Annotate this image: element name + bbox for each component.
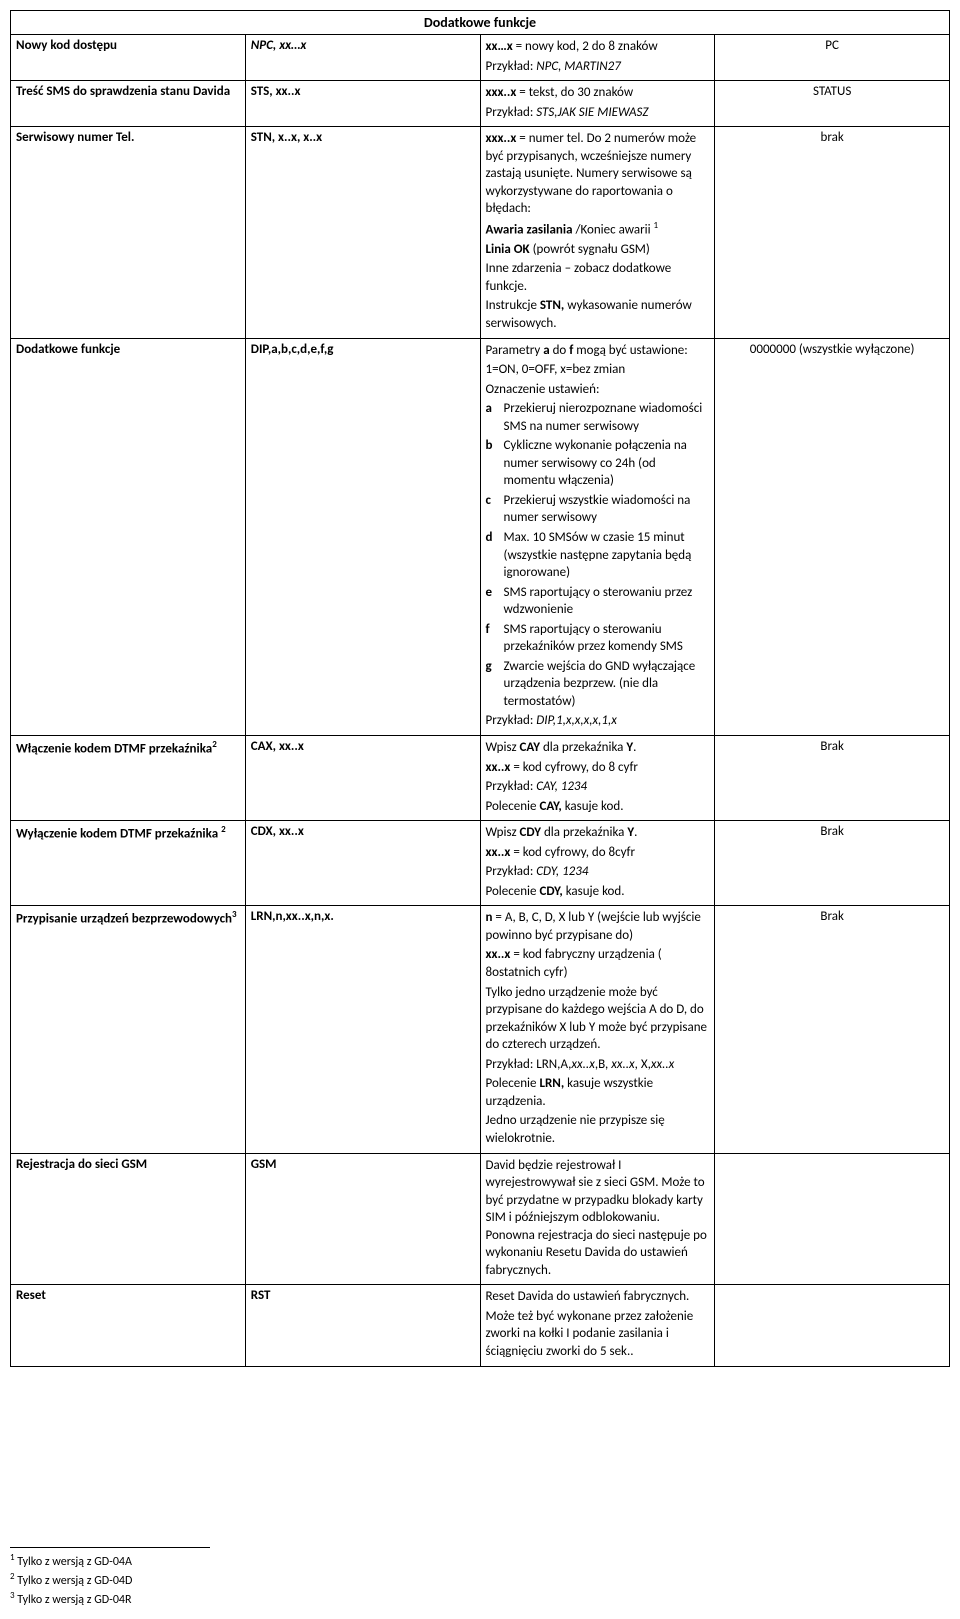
- row-default: 0000000 (wszystkie wyłączone): [715, 338, 950, 735]
- table-title: Dodatkowe funkcje: [11, 11, 950, 35]
- table-row: Włączenie kodem DTMF przekaźnika2CAX, xx…: [11, 736, 950, 821]
- table-row: Nowy kod dostępuNPC, xx…xxx…x = nowy kod…: [11, 35, 950, 81]
- row-label: Reset: [11, 1285, 246, 1366]
- row-command: GSM: [245, 1153, 480, 1285]
- row-default: [715, 1285, 950, 1366]
- row-description: David będzie rejestrował I wyrejestrowyw…: [480, 1153, 715, 1285]
- table-row: ResetRSTReset Davida do ustawień fabrycz…: [11, 1285, 950, 1366]
- table-row: Treść SMS do sprawdzenia stanu DavidaSTS…: [11, 81, 950, 127]
- row-label: Nowy kod dostępu: [11, 35, 246, 81]
- row-description: xx…x = nowy kod, 2 do 8 znakówPrzykład: …: [480, 35, 715, 81]
- row-description: Parametry a do f mogą być ustawione:1=ON…: [480, 338, 715, 735]
- row-command: LRN,n,xx..x,n,x.: [245, 906, 480, 1153]
- row-description: Wpisz CDY dla przekaźnika Y.xx..x = kod …: [480, 821, 715, 906]
- row-command: STN, x..x, x..x: [245, 127, 480, 338]
- row-label: Dodatkowe funkcje: [11, 338, 246, 735]
- row-default: brak: [715, 127, 950, 338]
- table-row: Przypisanie urządzeń bezprzewodowych3LRN…: [11, 906, 950, 1153]
- row-label: Serwisowy numer Tel.: [11, 127, 246, 338]
- row-default: Brak: [715, 906, 950, 1153]
- row-command: CDX, xx..x: [245, 821, 480, 906]
- row-description: Reset Davida do ustawień fabrycznych.Moż…: [480, 1285, 715, 1366]
- table-row: Dodatkowe funkcjeDIP,a,b,c,d,e,f,gParame…: [11, 338, 950, 735]
- row-label: Włączenie kodem DTMF przekaźnika2: [11, 736, 246, 821]
- footnote: 1 Tylko z wersją z GD-04A: [10, 1552, 950, 1569]
- row-default: STATUS: [715, 81, 950, 127]
- table-row: Serwisowy numer Tel.STN, x..x, x..xxxx..…: [11, 127, 950, 338]
- functions-table: Dodatkowe funkcje Nowy kod dostępuNPC, x…: [10, 10, 950, 1367]
- row-label: Przypisanie urządzeń bezprzewodowych3: [11, 906, 246, 1153]
- row-label: Wyłączenie kodem DTMF przekaźnika 2: [11, 821, 246, 906]
- footnotes: 1 Tylko z wersją z GD-04A 2 Tylko z wersj…: [10, 1547, 950, 1607]
- row-default: [715, 1153, 950, 1285]
- row-default: PC: [715, 35, 950, 81]
- footnote: 3 Tylko z wersją z GD-04R: [10, 1590, 950, 1607]
- row-label: Treść SMS do sprawdzenia stanu Davida: [11, 81, 246, 127]
- row-command: RST: [245, 1285, 480, 1366]
- row-command: DIP,a,b,c,d,e,f,g: [245, 338, 480, 735]
- row-default: Brak: [715, 821, 950, 906]
- row-default: Brak: [715, 736, 950, 821]
- table-row: Rejestracja do sieci GSMGSMDavid będzie …: [11, 1153, 950, 1285]
- row-command: STS, xx..x: [245, 81, 480, 127]
- row-description: n = A, B, C, D, X lub Y (wejście lub wyj…: [480, 906, 715, 1153]
- table-row: Wyłączenie kodem DTMF przekaźnika 2CDX, …: [11, 821, 950, 906]
- row-command: CAX, xx..x: [245, 736, 480, 821]
- row-description: Wpisz CAY dla przekaźnika Y.xx..x = kod …: [480, 736, 715, 821]
- footnote: 2 Tylko z wersją z GD-04D: [10, 1571, 950, 1588]
- row-command: NPC, xx…x: [245, 35, 480, 81]
- row-description: xxx..x = tekst, do 30 znakówPrzykład: ST…: [480, 81, 715, 127]
- row-label: Rejestracja do sieci GSM: [11, 1153, 246, 1285]
- row-description: xxx..x = numer tel. Do 2 numerów może by…: [480, 127, 715, 338]
